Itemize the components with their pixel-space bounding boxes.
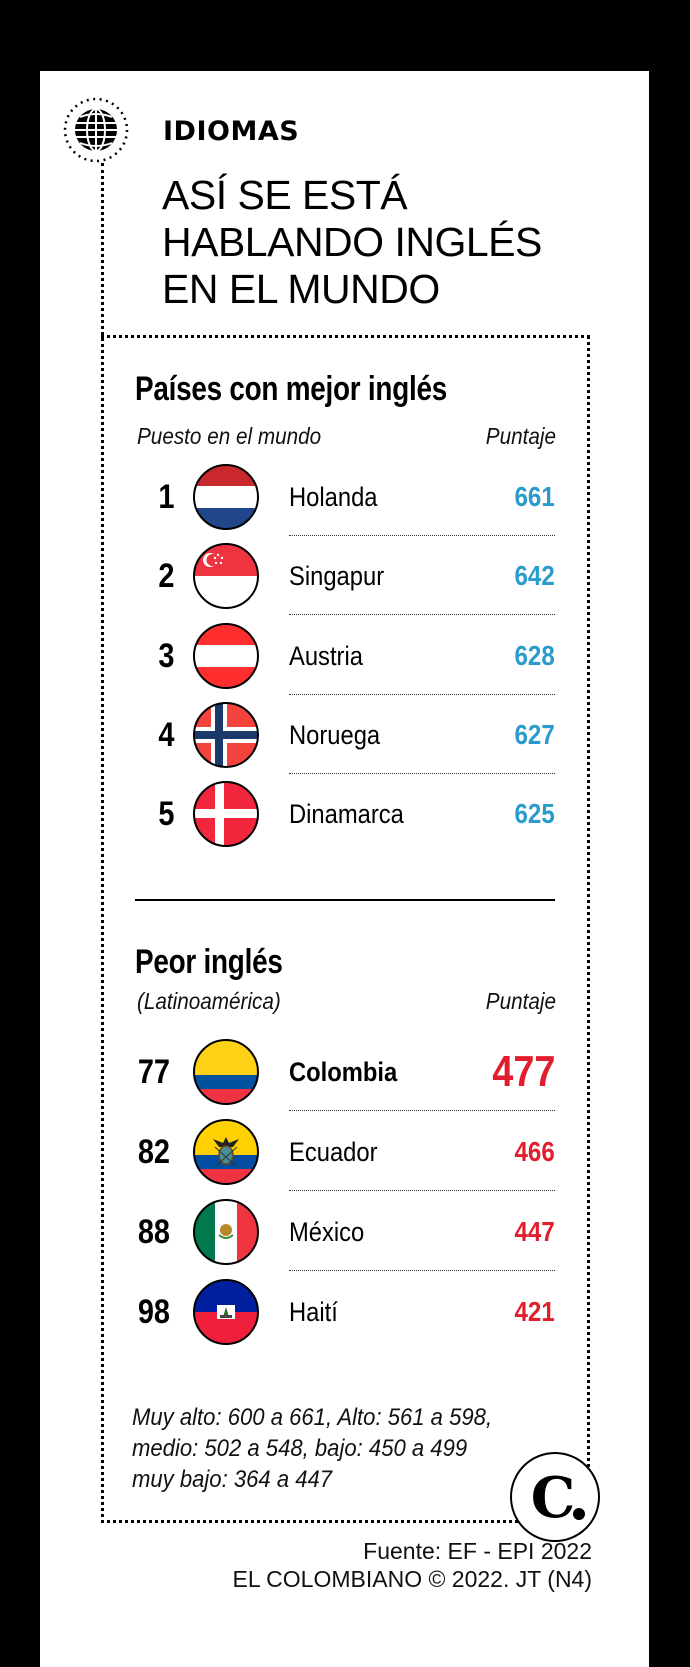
- rank: 98: [137, 1293, 170, 1331]
- rank: 3: [158, 637, 175, 675]
- score: 447: [514, 1216, 555, 1247]
- svg-text:C: C: [531, 1465, 576, 1531]
- table-row: 88 México 447: [135, 1193, 555, 1271]
- denmark-flag-icon: [193, 781, 259, 847]
- rank: 77: [137, 1053, 170, 1091]
- country-name: Singapur: [289, 561, 385, 591]
- source-text: Fuente: EF - EPI 2022: [363, 1538, 592, 1564]
- row-divider: [289, 1110, 555, 1111]
- worst-subtitle-score: Puntaje: [485, 988, 556, 1014]
- rank: 5: [158, 795, 175, 833]
- score: 627: [514, 719, 555, 750]
- row-divider: [289, 773, 555, 774]
- table-row: 5 Dinamarca 625: [135, 775, 555, 853]
- table-row: 77 Colombia 477: [135, 1033, 555, 1111]
- best-subtitle-score: Puntaje: [485, 423, 556, 449]
- norway-flag-icon: [193, 702, 259, 768]
- section-divider: [135, 899, 555, 901]
- section-kicker: IDIOMAS: [163, 116, 300, 147]
- table-row: 2 Singapur 642: [135, 537, 555, 615]
- row-divider: [289, 1270, 555, 1271]
- score: 628: [514, 640, 555, 671]
- score: 642: [514, 560, 555, 591]
- row-divider: [289, 614, 555, 615]
- score: 477: [491, 1047, 555, 1096]
- row-divider: [289, 694, 555, 695]
- country-name: Colombia: [289, 1057, 398, 1087]
- score: 661: [514, 481, 555, 512]
- best-section-title: Países con mejor inglés: [135, 370, 447, 408]
- country-name: Noruega: [289, 720, 381, 750]
- country-name: Haití: [289, 1297, 338, 1327]
- mexico-flag-icon: [193, 1199, 259, 1265]
- country-name: Austria: [289, 641, 363, 671]
- table-row: 82 Ecuador 466: [135, 1113, 555, 1191]
- country-name: México: [289, 1217, 365, 1247]
- ecuador-flag-icon: [193, 1119, 259, 1185]
- table-row: 4 Noruega 627: [135, 696, 555, 774]
- copyright-text: EL COLOMBIANO © 2022. JT (N4): [232, 1566, 593, 1592]
- table-row: 3 Austria 628: [135, 617, 555, 695]
- singapore-flag-icon: [193, 543, 259, 609]
- score: 625: [514, 798, 555, 829]
- globe-icon: [63, 97, 129, 163]
- el-colombiano-logo-icon: C: [510, 1452, 600, 1542]
- content-box: [101, 335, 590, 1523]
- netherlands-flag-icon: [193, 464, 259, 530]
- country-name: Holanda: [289, 482, 378, 512]
- country-name: Ecuador: [289, 1137, 378, 1167]
- row-divider: [289, 535, 555, 536]
- rank: 2: [158, 557, 175, 595]
- austria-flag-icon: [193, 623, 259, 689]
- country-name: Dinamarca: [289, 799, 404, 829]
- best-subtitle-rank: Puesto en el mundo: [137, 423, 322, 449]
- score: 421: [514, 1296, 555, 1327]
- worst-section-title: Peor inglés: [135, 943, 283, 981]
- score: 466: [514, 1136, 555, 1167]
- score-ranges-legend: Muy alto: 600 a 661, Alto: 561 a 598, me…: [132, 1404, 493, 1493]
- table-row: 1 Holanda 661: [135, 458, 555, 536]
- worst-subtitle-region: (Latinoamérica): [137, 988, 281, 1014]
- page-title: ASÍ SE ESTÁ HABLANDO INGLÉS EN EL MUNDO: [162, 172, 542, 312]
- colombia-flag-icon: [193, 1039, 259, 1105]
- dotted-connector: [101, 163, 104, 1523]
- rank: 1: [158, 478, 175, 516]
- credits: Fuente: EF - EPI 2022 EL COLOMBIANO © 20…: [233, 1537, 593, 1593]
- rank: 82: [137, 1133, 170, 1171]
- table-row: 98 Haití 421: [135, 1273, 555, 1351]
- rank: 88: [137, 1213, 170, 1251]
- row-divider: [289, 1190, 555, 1191]
- rank: 4: [158, 716, 175, 754]
- haiti-flag-icon: [193, 1279, 259, 1345]
